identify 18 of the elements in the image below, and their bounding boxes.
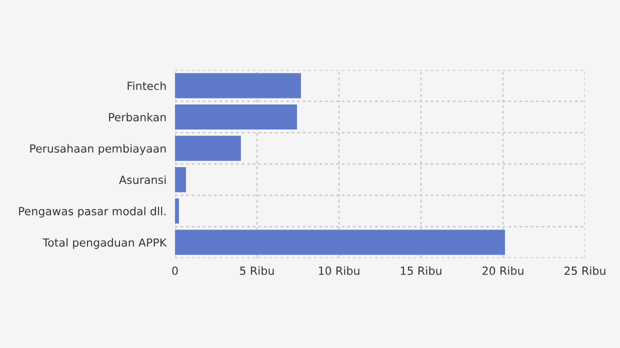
x-tick-label: 0 — [172, 266, 178, 275]
y-tick-label: Perbankan — [109, 112, 166, 122]
y-tick-label: Perusahaan pembiayaan — [30, 144, 166, 155]
x-tick-label: 25 Ribu — [564, 266, 606, 275]
y-tick-label: Pengawas pasar modal dll. — [19, 206, 166, 218]
x-tick-label: 20 Ribu — [482, 266, 524, 275]
x-tick-label: 15 Ribu — [400, 266, 442, 275]
y-tick-label: Fintech — [128, 81, 166, 90]
y-tick-label: Asuransi — [119, 175, 166, 184]
bar — [175, 104, 298, 130]
bar — [175, 136, 241, 161]
x-tick-label: 5 Ribu — [240, 266, 274, 275]
bar — [175, 230, 505, 255]
x-tick-label: 10 Ribu — [318, 266, 360, 275]
y-tick-label: Total pengaduan APPK — [42, 238, 167, 249]
bar — [175, 198, 179, 224]
bar — [175, 167, 186, 192]
bar — [175, 73, 301, 98]
